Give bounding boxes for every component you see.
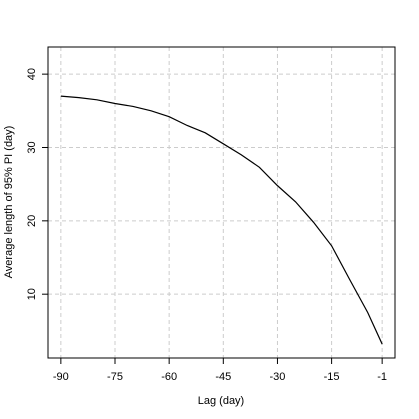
- data-line: [60, 95, 383, 345]
- y-tick-label: 40: [26, 68, 38, 80]
- x-tick-label: -15: [324, 371, 340, 383]
- y-tick-label: 10: [26, 288, 38, 300]
- y-tick-label: 20: [26, 215, 38, 227]
- x-tick-label: -1: [377, 371, 387, 383]
- y-axis-label: Average length of 95% PI (day): [3, 126, 15, 279]
- plot-frame: [47, 46, 396, 359]
- x-tick-label: -75: [107, 371, 123, 383]
- x-tick-label: -45: [215, 371, 231, 383]
- x-tick-label: -60: [161, 371, 177, 383]
- x-axis-label: Lag (day): [198, 395, 244, 407]
- x-tick-label: -30: [270, 371, 286, 383]
- x-tick-label: -90: [53, 371, 69, 383]
- y-tick-label: 30: [26, 141, 38, 153]
